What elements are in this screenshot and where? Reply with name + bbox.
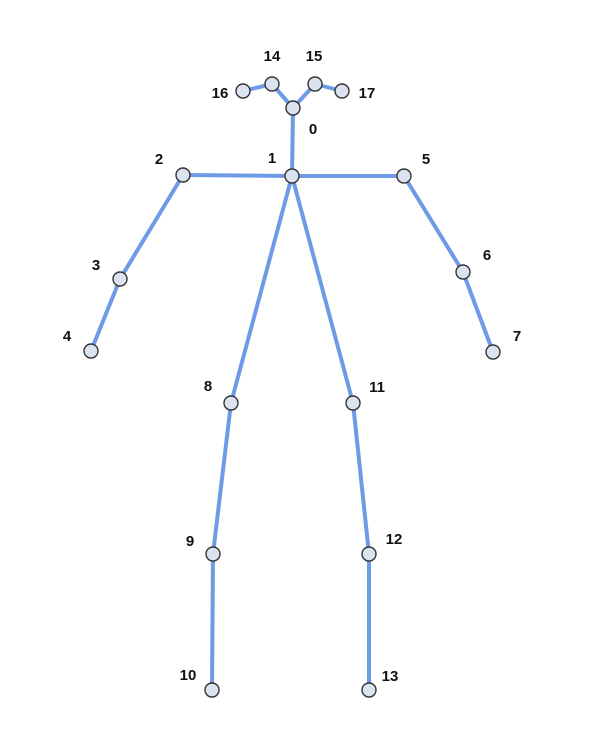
keypoint-14 (265, 77, 279, 91)
keypoint-label-12: 12 (386, 531, 403, 548)
keypoint-label-5: 5 (422, 151, 430, 168)
keypoint-label-17: 17 (359, 85, 376, 102)
bone-5-6 (404, 176, 463, 272)
bone-1-8 (231, 176, 292, 403)
keypoint-label-15: 15 (306, 48, 323, 65)
keypoint-5 (397, 169, 411, 183)
keypoint-2 (176, 168, 190, 182)
skeleton-joints (84, 77, 500, 697)
keypoint-label-1: 1 (268, 150, 276, 167)
keypoint-9 (206, 547, 220, 561)
keypoint-6 (456, 265, 470, 279)
bone-3-4 (91, 279, 120, 351)
keypoint-label-9: 9 (186, 533, 194, 550)
keypoint-0 (286, 101, 300, 115)
keypoint-label-4: 4 (63, 328, 72, 345)
keypoint-17 (335, 84, 349, 98)
keypoint-label-13: 13 (382, 668, 399, 685)
bone-11-12 (353, 403, 369, 554)
keypoint-3 (113, 272, 127, 286)
keypoint-15 (308, 77, 322, 91)
keypoint-label-16: 16 (212, 85, 229, 102)
keypoint-label-10: 10 (180, 667, 197, 684)
bone-2-3 (120, 175, 183, 279)
keypoint-16 (236, 84, 250, 98)
keypoint-13 (362, 683, 376, 697)
keypoint-label-2: 2 (155, 151, 163, 168)
bone-0-1 (292, 108, 293, 176)
bone-1-2 (183, 175, 292, 176)
keypoint-12 (362, 547, 376, 561)
keypoint-8 (224, 396, 238, 410)
keypoint-10 (205, 683, 219, 697)
keypoint-label-7: 7 (513, 328, 521, 345)
keypoint-label-14: 14 (264, 48, 281, 65)
keypoint-1 (285, 169, 299, 183)
keypoint-11 (346, 396, 360, 410)
keypoint-4 (84, 344, 98, 358)
keypoint-label-3: 3 (92, 257, 100, 274)
keypoint-label-0: 0 (309, 121, 317, 138)
bone-8-9 (213, 403, 231, 554)
keypoint-label-11: 11 (369, 379, 385, 396)
keypoint-7 (486, 345, 500, 359)
bone-9-10 (212, 554, 213, 690)
bone-6-7 (463, 272, 493, 352)
keypoint-label-6: 6 (483, 247, 491, 264)
bone-1-11 (292, 176, 353, 403)
keypoint-label-8: 8 (204, 378, 212, 395)
